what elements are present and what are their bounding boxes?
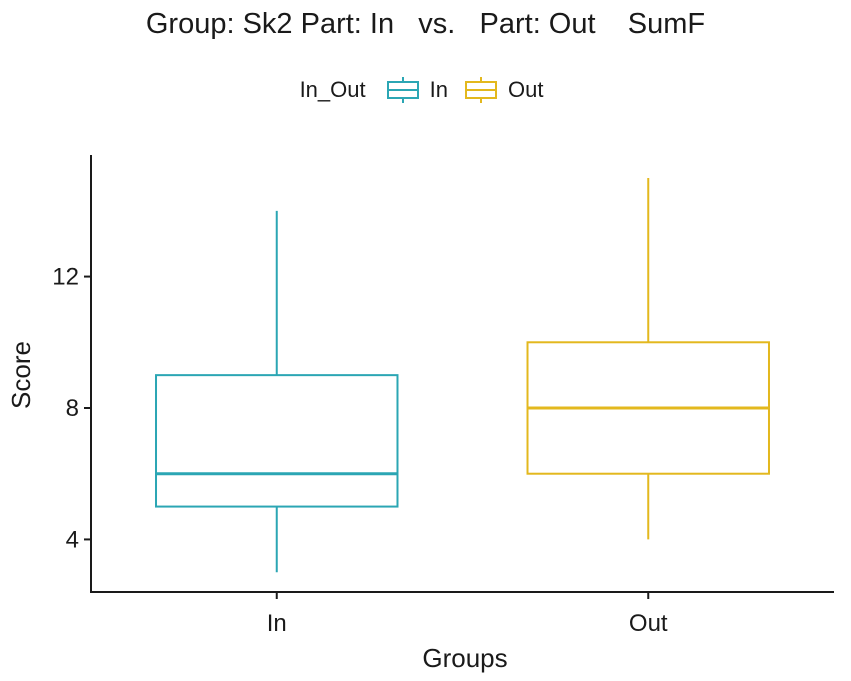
y-tick-label-4: 4 (66, 526, 79, 553)
legend-title: In_Out (299, 77, 366, 102)
iqr-box-in (155, 374, 399, 508)
x-tick-label-in: In (267, 610, 287, 637)
boxes-layer (155, 178, 770, 573)
box-in (155, 210, 399, 573)
y-ticks: 4 8 12 (52, 264, 91, 553)
legend-label-in: In (429, 77, 448, 102)
x-tick-label-out: Out (629, 610, 668, 637)
x-axis-title: Groups (422, 643, 507, 673)
y-tick-label-12: 12 (52, 264, 79, 291)
legend-label-out: Out (507, 77, 544, 102)
legend-item-out: Out (464, 76, 543, 104)
y-axis-title: Score (6, 341, 36, 409)
box-out (526, 178, 770, 540)
chart-title: Group: Sk2 Part: In vs. Part: Out SumF (145, 8, 706, 40)
y-tick-label-8: 8 (66, 395, 79, 422)
legend-item-in: In (386, 76, 448, 104)
x-ticks: In Out (267, 592, 668, 637)
legend: In_Out In Out (0, 76, 851, 104)
legend-key-in (386, 77, 419, 103)
legend-key-out (464, 77, 497, 103)
